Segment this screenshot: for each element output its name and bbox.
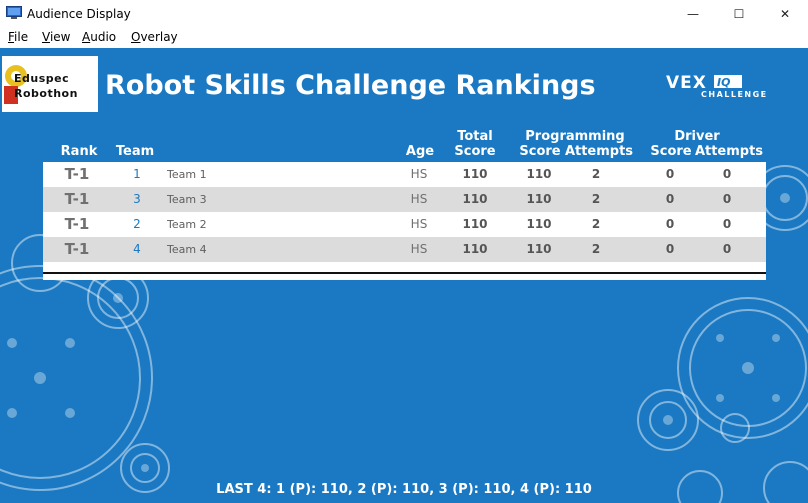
age-cell: HS — [410, 167, 428, 181]
app-icon — [6, 6, 22, 19]
vex-iq-logo-icon: VEX IQ — [666, 74, 742, 93]
total-score-cell: 110 — [462, 217, 488, 231]
team-name-cell: Team 3 — [167, 193, 207, 206]
minimize-button[interactable]: — — [687, 7, 699, 21]
team-name-cell: Team 4 — [167, 243, 207, 256]
table-row: T-1 4 Team 4 HS 110 110 2 0 0 — [43, 237, 766, 262]
table-row: T-1 2 Team 2 HS 110 110 2 0 0 — [43, 212, 766, 237]
vex-challenge-label: CHALLENGE — [701, 90, 768, 99]
programming-attempts-cell: 2 — [591, 192, 601, 206]
header-total-score: Score — [454, 144, 496, 159]
menu-overlay[interactable]: Overlay — [131, 30, 178, 44]
team-number-link[interactable]: 3 — [133, 192, 141, 206]
menu-view[interactable]: View — [42, 30, 71, 44]
header-programming-attempts: Attempts — [564, 144, 634, 159]
rank-cell: T-1 — [64, 240, 90, 258]
rank-cell: T-1 — [64, 190, 90, 208]
menu-bar: File View Audio Overlay — [0, 28, 808, 48]
programming-score-cell: 110 — [526, 217, 552, 231]
driver-score-cell: 0 — [665, 242, 675, 256]
driver-score-cell: 0 — [665, 217, 675, 231]
maximize-button[interactable]: ☐ — [733, 7, 745, 21]
driver-attempts-cell: 0 — [722, 242, 732, 256]
page-title: Robot Skills Challenge Rankings — [105, 70, 596, 101]
programming-attempts-cell: 2 — [591, 217, 601, 231]
header-programming-score: Score — [519, 144, 561, 159]
total-score-cell: 110 — [462, 192, 488, 206]
team-number-link[interactable]: 2 — [133, 217, 141, 231]
header-age: Age — [405, 144, 435, 159]
logo-text-line2: Robothon — [14, 87, 78, 100]
window-titlebar: Audience Display — ☐ ✕ — [0, 0, 808, 28]
age-cell: HS — [410, 242, 428, 256]
table-bottom-divider — [43, 272, 766, 274]
programming-score-cell: 110 — [526, 192, 552, 206]
event-logo: Eduspec Robothon — [2, 56, 98, 112]
gear-background — [0, 165, 808, 503]
robot-logo-icon — [4, 65, 27, 104]
team-number-link[interactable]: 4 — [133, 242, 141, 256]
header-total: Total — [457, 129, 493, 144]
header-programming: Programming — [525, 129, 625, 144]
driver-attempts-cell: 0 — [722, 192, 732, 206]
header-rank: Rank — [60, 144, 98, 159]
window-title: Audience Display — [27, 7, 131, 21]
programming-attempts-cell: 2 — [591, 242, 601, 256]
header-driver-score: Score — [650, 144, 692, 159]
svg-text:IQ: IQ — [717, 76, 730, 89]
programming-score-cell: 110 — [526, 242, 552, 256]
team-number-link[interactable]: 1 — [133, 167, 141, 181]
menu-file[interactable]: File — [8, 30, 29, 44]
age-cell: HS — [410, 192, 428, 206]
programming-score-cell: 110 — [526, 167, 552, 181]
driver-score-cell: 0 — [665, 167, 675, 181]
header-team: Team — [115, 144, 155, 159]
svg-text:VEX: VEX — [666, 74, 707, 93]
rank-cell: T-1 — [64, 215, 90, 233]
driver-score-cell: 0 — [665, 192, 675, 206]
close-button[interactable]: ✕ — [779, 7, 791, 21]
table-row: T-1 3 Team 3 HS 110 110 2 0 0 — [43, 187, 766, 212]
rankings-table: T-1 1 Team 1 HS 110 110 2 0 0 T-1 3 Team… — [43, 162, 766, 280]
team-name-cell: Team 1 — [167, 168, 207, 181]
header-driver-attempts: Attempts — [694, 144, 764, 159]
menu-audio[interactable]: Audio — [82, 30, 117, 44]
total-score-cell: 110 — [462, 167, 488, 181]
age-cell: HS — [410, 217, 428, 231]
programming-attempts-cell: 2 — [591, 167, 601, 181]
table-row: T-1 1 Team 1 HS 110 110 2 0 0 — [43, 162, 766, 187]
rank-cell: T-1 — [64, 165, 90, 183]
header-driver: Driver — [674, 129, 720, 144]
total-score-cell: 110 — [462, 242, 488, 256]
last-results-ticker: LAST 4: 1 (P): 110, 2 (P): 110, 3 (P): 1… — [216, 482, 592, 497]
audience-display: Eduspec Robothon Robot Skills Challenge … — [0, 48, 808, 503]
driver-attempts-cell: 0 — [722, 167, 732, 181]
driver-attempts-cell: 0 — [722, 217, 732, 231]
logo-text-line1: Eduspec — [14, 72, 70, 85]
team-name-cell: Team 2 — [167, 218, 207, 231]
